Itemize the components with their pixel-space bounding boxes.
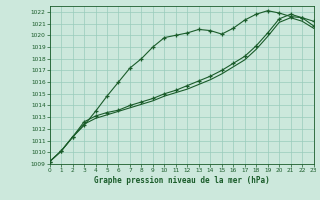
X-axis label: Graphe pression niveau de la mer (hPa): Graphe pression niveau de la mer (hPa) (94, 176, 269, 185)
